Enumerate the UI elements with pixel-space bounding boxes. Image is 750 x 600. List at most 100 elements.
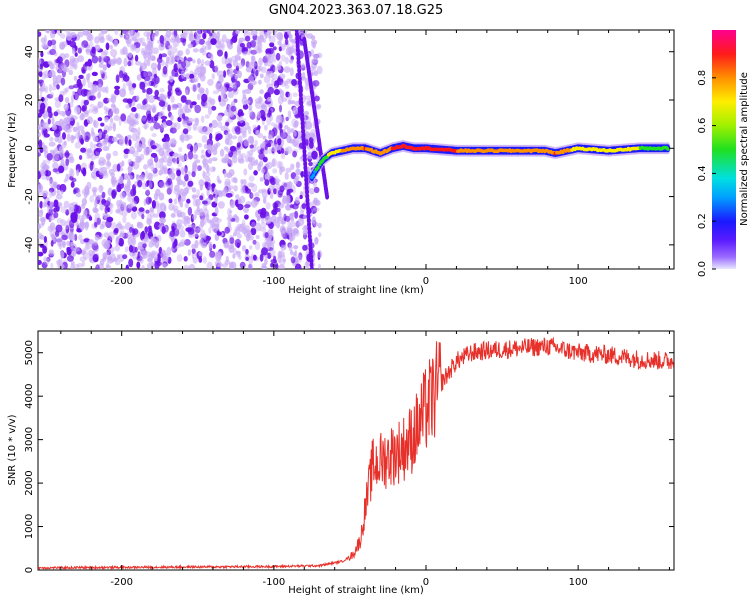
noise-speckle — [290, 128, 295, 134]
noise-speckle — [273, 188, 277, 195]
noise-speckle — [159, 211, 166, 220]
noise-speckle — [108, 141, 112, 147]
noise-speckle — [205, 235, 212, 241]
noise-speckle — [211, 73, 215, 80]
noise-speckle — [61, 41, 68, 47]
noise-speckle — [255, 69, 259, 77]
noise-speckle — [289, 67, 294, 77]
noise-speckle — [73, 189, 77, 195]
noise-speckle — [156, 234, 162, 243]
noise-speckle — [135, 130, 141, 139]
noise-speckle — [74, 92, 79, 102]
noise-speckle — [204, 114, 210, 119]
noise-speckle — [221, 263, 228, 268]
noise-speckle — [53, 182, 57, 189]
noise-speckle — [219, 148, 225, 157]
noise-speckle — [115, 74, 120, 83]
noise-speckle — [49, 92, 54, 98]
noise-speckle — [127, 60, 132, 67]
noise-speckle — [252, 239, 257, 245]
noise-speckle — [149, 126, 155, 132]
noise-speckle — [71, 47, 76, 55]
noise-speckle — [269, 114, 273, 122]
noise-speckle — [185, 89, 189, 96]
noise-speckle — [247, 75, 254, 83]
noise-speckle — [216, 114, 223, 122]
noise-speckle — [153, 221, 161, 230]
noise-speckle — [167, 104, 171, 112]
noise-speckle — [244, 204, 251, 209]
noise-speckle — [64, 220, 70, 230]
noise-speckle — [171, 140, 177, 145]
noise-speckle — [170, 46, 178, 54]
spectrogram-noise — [38, 30, 330, 269]
noise-speckle — [98, 156, 106, 164]
noise-speckle — [281, 43, 286, 51]
noise-speckle — [203, 126, 211, 135]
noise-speckle — [209, 125, 213, 134]
noise-speckle — [128, 124, 134, 132]
noise-speckle — [182, 38, 186, 46]
noise-speckle — [179, 107, 187, 115]
noise-speckle — [202, 170, 206, 179]
noise-speckle — [217, 179, 222, 184]
noise-speckle — [87, 58, 93, 67]
noise-speckle — [241, 133, 247, 138]
noise-speckle — [105, 160, 111, 170]
noise-speckle — [53, 199, 59, 208]
colorbar-label: Normalized spectral amplitude — [739, 72, 750, 226]
noise-speckle — [54, 147, 58, 152]
noise-speckle — [158, 169, 163, 176]
noise-speckle — [176, 212, 182, 218]
noise-speckle — [151, 200, 156, 209]
noise-streak — [309, 266, 314, 269]
noise-speckle — [272, 168, 278, 174]
noise-speckle — [84, 221, 89, 231]
noise-speckle — [227, 219, 232, 228]
noise-speckle — [111, 176, 117, 184]
noise-speckle — [181, 113, 186, 120]
noise-speckle — [183, 264, 190, 269]
colorbar — [712, 30, 736, 269]
noise-speckle — [233, 151, 238, 158]
noise-speckle — [284, 147, 289, 155]
snr-ytick-label: 0 — [24, 567, 35, 573]
noise-speckle — [80, 147, 87, 153]
noise-speckle — [136, 148, 142, 153]
noise-speckle — [219, 43, 226, 49]
noise-speckle — [64, 150, 70, 159]
noise-speckle — [92, 108, 99, 115]
noise-speckle — [70, 134, 75, 144]
noise-speckle — [266, 117, 272, 126]
noise-speckle — [83, 251, 89, 260]
noise-speckle — [136, 261, 141, 269]
noise-speckle — [215, 251, 223, 259]
noise-speckle — [223, 170, 228, 178]
noise-speckle — [163, 150, 168, 159]
noise-speckle — [63, 140, 67, 146]
noise-speckle — [109, 207, 113, 215]
noise-speckle — [111, 136, 118, 143]
noise-speckle — [88, 108, 94, 113]
noise-speckle — [299, 30, 307, 37]
noise-speckle — [95, 264, 100, 269]
noise-speckle — [140, 174, 145, 180]
noise-speckle — [197, 93, 201, 101]
noise-speckle — [277, 189, 284, 196]
noise-speckle — [55, 74, 63, 84]
spectrogram-xtick-label: 100 — [569, 276, 588, 287]
noise-speckle — [224, 137, 230, 145]
noise-speckle — [149, 209, 155, 219]
noise-speckle — [128, 258, 134, 268]
noise-speckle — [268, 109, 272, 117]
noise-speckle — [159, 88, 165, 93]
noise-speckle — [82, 132, 86, 140]
noise-speckle — [280, 244, 286, 252]
noise-speckle — [77, 125, 85, 131]
noise-speckle — [122, 254, 128, 260]
noise-speckle — [62, 132, 66, 140]
noise-speckle — [39, 170, 47, 176]
noise-speckle — [79, 134, 84, 144]
noise-speckle — [106, 161, 112, 167]
noise-speckle — [75, 205, 82, 214]
